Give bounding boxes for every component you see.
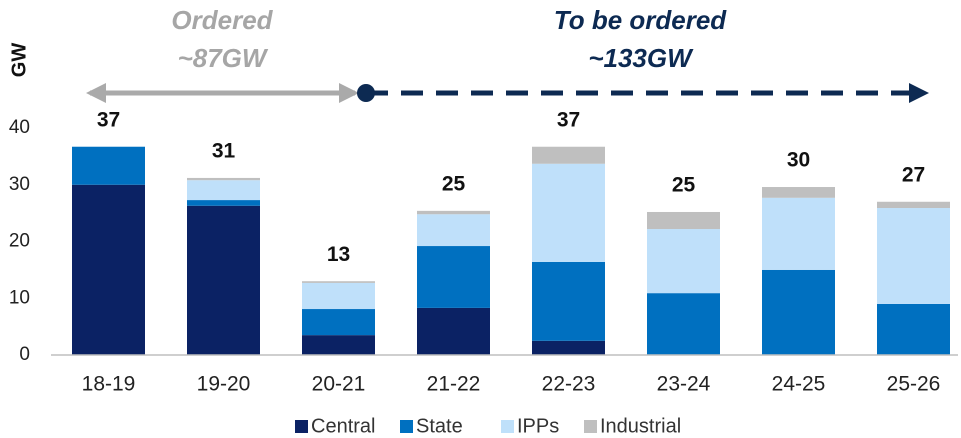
total-label: 37 xyxy=(557,108,580,131)
x-tick-label: 25-26 xyxy=(887,373,941,396)
annotation: ~87GW xyxy=(178,43,269,73)
y-tick-label: 10 xyxy=(9,287,30,308)
legend-swatch xyxy=(584,420,597,433)
y-tick-label: 0 xyxy=(19,344,30,365)
total-label: 13 xyxy=(327,243,350,266)
legend-label: Central xyxy=(311,415,375,437)
annotation: To be ordered xyxy=(554,5,728,35)
bar-segment xyxy=(877,303,950,355)
bar-segment xyxy=(762,187,835,198)
x-tick-label: 21-22 xyxy=(427,373,481,396)
legend-label: State xyxy=(416,415,463,437)
bar-segment xyxy=(417,246,490,308)
bar-segment xyxy=(187,177,260,181)
y-axis-label: GW xyxy=(8,43,30,78)
annotation: Ordered xyxy=(171,5,273,35)
bar-segment xyxy=(72,146,145,185)
y-tick-label: 30 xyxy=(9,174,30,195)
x-tick-label: 19-20 xyxy=(197,373,251,396)
bar-segment xyxy=(417,307,490,355)
bar-segment xyxy=(647,211,720,230)
bar-segment xyxy=(72,184,145,355)
bar-segment xyxy=(187,205,260,355)
total-label: 25 xyxy=(442,172,466,195)
x-tick-label: 20-21 xyxy=(312,373,366,396)
bar-segment xyxy=(187,200,260,206)
legend-label: IPPs xyxy=(517,415,559,437)
total-label: 31 xyxy=(212,139,236,162)
bar-segment xyxy=(647,229,720,294)
bar-segment xyxy=(532,340,605,355)
bar-segment xyxy=(417,214,490,247)
total-label: 37 xyxy=(97,108,120,131)
bar-segment xyxy=(877,201,950,209)
bar-segment xyxy=(532,146,605,164)
bar-segment xyxy=(647,293,720,355)
bar-segment xyxy=(762,197,835,270)
bar-segment xyxy=(417,210,490,215)
bar-segment xyxy=(877,208,950,304)
bar-segment xyxy=(302,282,375,310)
x-tick-label: 24-25 xyxy=(772,373,826,396)
legend-swatch xyxy=(501,420,514,433)
bar-segment xyxy=(302,309,375,336)
annotation: ~133GW xyxy=(588,43,694,73)
bar-segment xyxy=(187,180,260,201)
y-tick-label: 20 xyxy=(9,231,30,252)
bar-segment xyxy=(302,335,375,355)
total-label: 27 xyxy=(902,163,925,186)
bar-segment xyxy=(532,261,605,341)
legend-swatch xyxy=(400,420,413,433)
x-tick-label: 23-24 xyxy=(657,373,711,396)
bar-segment xyxy=(762,269,835,355)
x-tick-label: 18-19 xyxy=(82,373,136,396)
total-label: 25 xyxy=(672,174,696,197)
bar-segment xyxy=(302,281,375,283)
arrow-dot xyxy=(357,84,375,102)
bar-segment xyxy=(532,163,605,262)
y-tick-label: 40 xyxy=(9,117,30,138)
total-label: 30 xyxy=(787,149,810,172)
legend-swatch xyxy=(295,420,308,433)
legend-label: Industrial xyxy=(600,415,681,437)
x-tick-label: 22-23 xyxy=(542,373,596,396)
